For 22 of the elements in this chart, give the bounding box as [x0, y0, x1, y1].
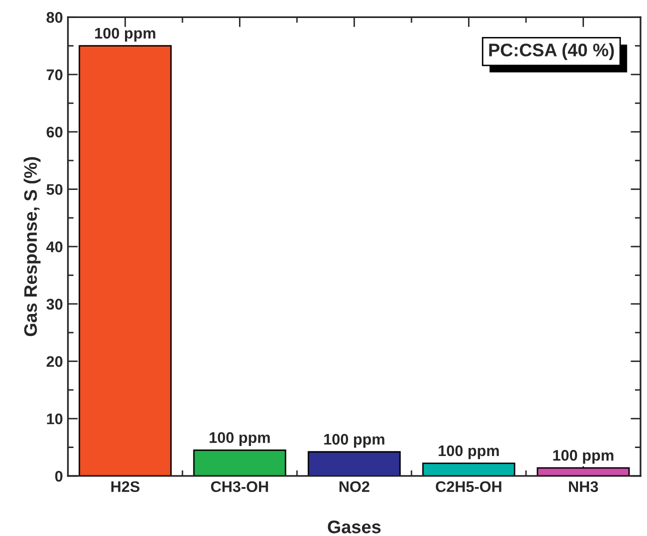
annotation: PC:CSA (40 %) — [489, 43, 614, 60]
y-tick-label: 60 — [46, 126, 62, 138]
y-tick-label: 10 — [47, 413, 62, 424]
y-tick-label: 70 — [46, 69, 62, 80]
y-tick-label: 50 — [46, 184, 62, 195]
y-axis-title: Gas Response, S (%) — [24, 157, 41, 336]
x-tick-label: CH3-OH — [211, 481, 268, 492]
y-tick-label: 30 — [46, 298, 62, 310]
x-tick-label: C2H5-OH — [436, 481, 502, 492]
y-tick-label: 40 — [46, 241, 62, 252]
x-tick-label: NO2 — [340, 481, 370, 492]
y-tick-label: 20 — [46, 356, 62, 367]
annotation: 100 ppm — [438, 445, 499, 460]
x-axis-title: Gases — [328, 520, 381, 534]
annotation: 100 ppm — [210, 432, 270, 446]
x-tick-label: NH3 — [569, 481, 598, 492]
y-tick-label: 0 — [55, 470, 62, 482]
annotation: 100 ppm — [95, 28, 156, 42]
annotation: 100 ppm — [324, 434, 384, 448]
x-tick-label: H2S — [111, 481, 140, 492]
annotation: 100 ppm — [553, 450, 614, 464]
y-tick-label: 80 — [46, 12, 62, 23]
